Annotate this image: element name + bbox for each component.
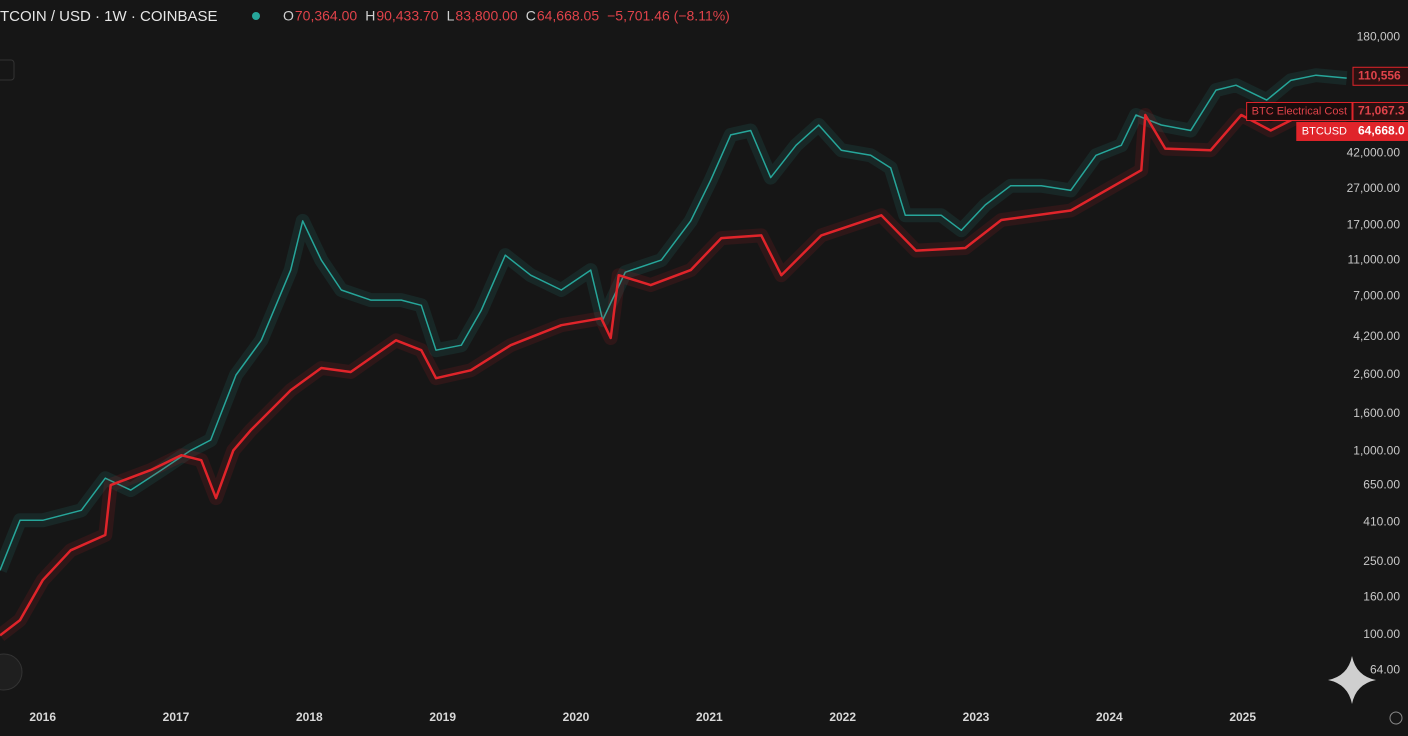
x-tick-label: 2025 <box>1229 710 1256 724</box>
y-tick-label: 27,000.00 <box>1347 181 1401 195</box>
series-line <box>0 113 1347 637</box>
price-tag <box>1352 101 1408 121</box>
series-line <box>0 74 1347 571</box>
x-tick-label: 2020 <box>563 710 590 724</box>
y-tick-label: 160.00 <box>1363 589 1400 603</box>
x-tick-label: 2018 <box>296 710 323 724</box>
y-tick-label: 42,000.00 <box>1347 146 1401 160</box>
y-tick-label: 17,000.00 <box>1347 218 1401 232</box>
y-tick-label: 410.00 <box>1363 514 1400 528</box>
ohlc-key: L <box>447 8 455 24</box>
price-tag <box>1352 66 1408 86</box>
y-tick-label: 2,600.00 <box>1353 367 1400 381</box>
y-tick-label: 64.00 <box>1370 662 1400 676</box>
price-tag-label: 64,668.0 <box>1358 124 1405 138</box>
ohlc-key: O <box>283 8 294 24</box>
price-tag <box>1352 121 1408 141</box>
status-dot <box>252 12 260 20</box>
x-tick-label: 2023 <box>963 710 990 724</box>
x-tick-label: 2024 <box>1096 710 1123 724</box>
ohlc-value: 70,364.00 <box>295 8 357 24</box>
y-tick-label: 250.00 <box>1363 554 1400 568</box>
ohlc: O 70,364.00 H 90,433.70 L 83,800.00 C 64,668.05… <box>283 8 730 24</box>
price-tag-name: BTCUSD <box>1302 125 1347 137</box>
price-tag-name: BTC Electrical Cost <box>1252 105 1347 117</box>
logo[interactable] <box>0 653 23 691</box>
price-tag-label: 110,556 <box>1358 68 1401 82</box>
ohlc-value: 64,668.05 <box>537 8 599 24</box>
y-tick-label: 7,000.00 <box>1353 288 1400 302</box>
y-tick-label: 100.00 <box>1363 627 1400 641</box>
y-tick-label: 650.00 <box>1363 478 1400 492</box>
y-tick-label: 1,600.00 <box>1353 406 1400 420</box>
collapse-button[interactable] <box>0 59 15 81</box>
ohlc-value: 90,433.70 <box>376 8 438 24</box>
x-tick-label: 2021 <box>696 710 723 724</box>
y-tick-label: 1,000.00 <box>1353 443 1400 457</box>
x-tick-label: 2019 <box>429 710 456 724</box>
symbol: TCOIN / USD · 1W · COINBASE <box>0 8 218 25</box>
y-tick-label: 4,200.00 <box>1353 329 1400 343</box>
price-tag-label: 71,067.3 <box>1358 104 1405 118</box>
settings-icon[interactable] <box>1389 711 1403 725</box>
x-tick-label: 2016 <box>29 710 56 724</box>
x-tick-label: 2017 <box>163 710 190 724</box>
y-tick-label: 180,000 <box>1357 30 1401 44</box>
y-tick-label: 11,000.00 <box>1348 252 1401 266</box>
change: −5,701.46 (−8.11%) <box>607 8 730 24</box>
ohlc-key: H <box>365 8 375 24</box>
price-tag-name-box <box>1296 121 1353 141</box>
ohlc-key: C <box>526 8 536 24</box>
price-tag-name-box <box>1246 101 1353 121</box>
x-tick-label: 2022 <box>829 710 856 724</box>
ohlc-value: 83,800.00 <box>455 8 517 24</box>
sparkle-icon <box>1328 656 1376 704</box>
